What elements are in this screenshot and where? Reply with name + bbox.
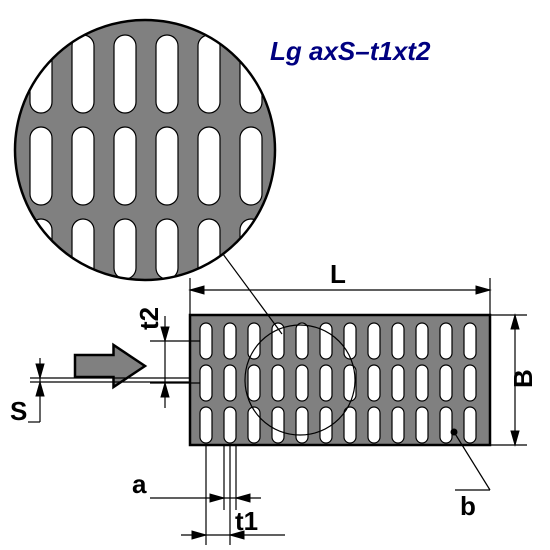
slot [320,323,332,359]
slot [200,323,212,359]
slot [344,323,356,359]
slot [224,365,236,401]
slot [248,407,260,443]
slot [296,407,308,443]
slot [368,365,380,401]
feed-arrow [75,345,145,387]
slot [248,323,260,359]
slot [464,323,476,359]
slot [416,407,428,443]
dim-label-S: S [10,396,27,426]
slot [440,365,452,401]
slot [440,407,452,443]
dim-label-t1: t1 [235,506,258,536]
slot [320,365,332,401]
dim-label-a: a [132,469,147,499]
dim-label-L: L [330,259,346,289]
slot [224,407,236,443]
slot [296,365,308,401]
slot [320,407,332,443]
slot [200,407,212,443]
slot [392,365,404,401]
detail-view [15,20,275,280]
slot [368,323,380,359]
dim-label-b: b [460,491,476,521]
title-label: Lg axS–t1xt2 [270,36,431,66]
slot [416,323,428,359]
slot [464,365,476,401]
slot [464,407,476,443]
slot [392,323,404,359]
dim-label-t2: t2 [134,307,164,330]
slot [272,365,284,401]
slot [272,407,284,443]
slot [392,407,404,443]
slot [248,365,260,401]
slot [416,365,428,401]
slot [296,323,308,359]
dim-label-B: B [508,369,538,388]
slot [224,323,236,359]
slot [368,407,380,443]
slot [344,407,356,443]
slot [440,323,452,359]
slot [200,365,212,401]
